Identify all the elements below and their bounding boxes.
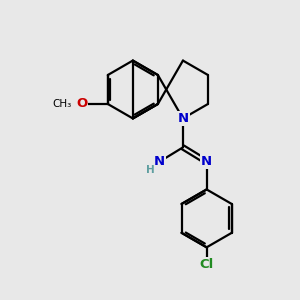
- Text: O: O: [76, 98, 87, 110]
- Text: N: N: [201, 155, 212, 168]
- Text: N: N: [154, 155, 165, 168]
- Text: Cl: Cl: [200, 258, 214, 271]
- Text: CH₃: CH₃: [52, 99, 72, 109]
- Text: H: H: [146, 165, 154, 175]
- Text: N: N: [177, 112, 188, 125]
